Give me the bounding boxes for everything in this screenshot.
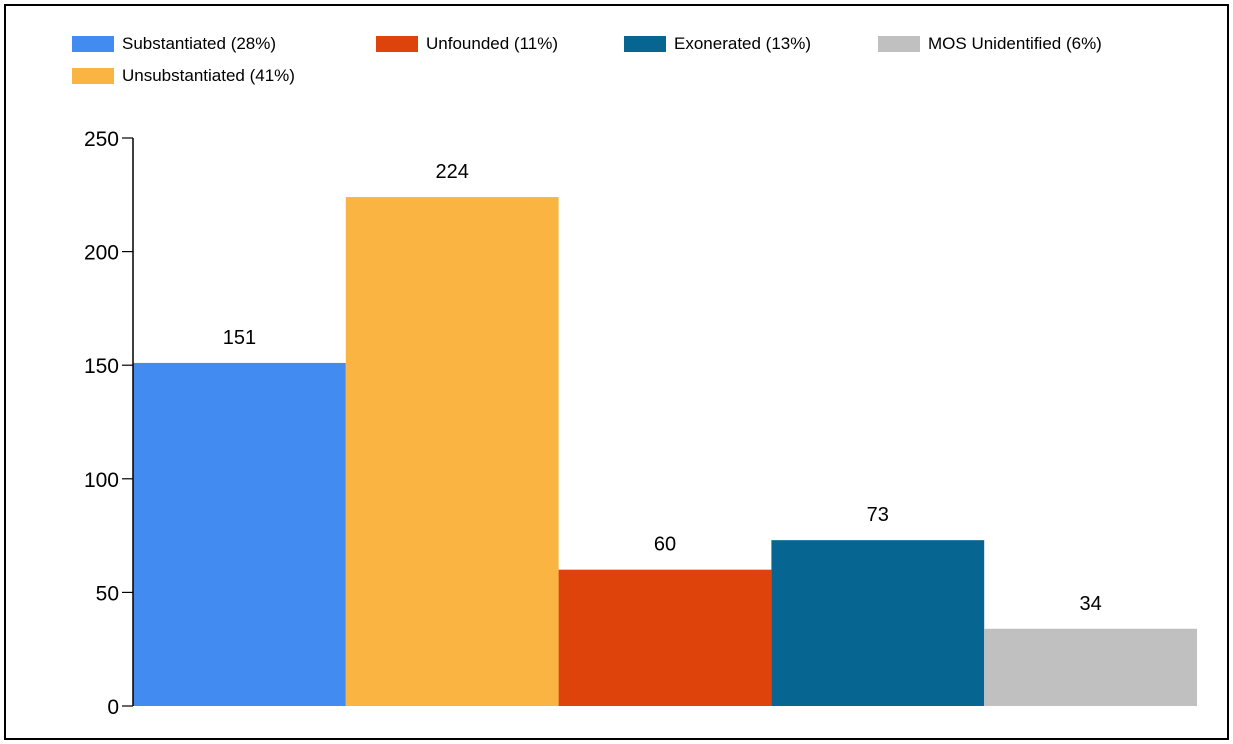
legend-label-mos-unidentified: MOS Unidentified (6%)	[928, 34, 1102, 53]
y-tick-label-100: 100	[84, 469, 119, 492]
y-tick-label-50: 50	[96, 582, 119, 605]
legend-swatch-substantiated	[72, 36, 114, 52]
legend-swatch-exonerated	[624, 36, 666, 52]
bar-exonerated	[771, 540, 985, 706]
value-label-substantiated: 151	[223, 327, 256, 349]
legend-swatch-mos-unidentified	[878, 36, 920, 52]
legend-label-unsubstantiated: Unsubstantiated (41%)	[122, 66, 295, 85]
legend-label-exonerated: Exonerated (13%)	[674, 34, 812, 53]
y-tick-label-150: 150	[84, 355, 119, 378]
y-tick-label-0: 0	[107, 696, 119, 719]
legend-swatch-unfounded	[376, 36, 418, 52]
value-label-mos-unidentified: 34	[1079, 593, 1101, 615]
y-tick-label-200: 200	[84, 242, 119, 265]
legend-swatch-unsubstantiated	[72, 68, 114, 84]
bar-unsubstantiated	[345, 197, 559, 706]
bar-mos-unidentified	[984, 628, 1197, 706]
y-tick-label-250: 250	[84, 128, 119, 151]
legend-item-substantiated: Substantiated (28%)	[72, 34, 276, 54]
legend-item-unsubstantiated: Unsubstantiated (41%)	[72, 66, 295, 86]
legend-label-substantiated: Substantiated (28%)	[122, 34, 277, 53]
value-label-unfounded: 60	[654, 534, 676, 556]
legend-item-unfounded: Unfounded (11%)	[376, 34, 558, 54]
legend-label-unfounded: Unfounded (11%)	[426, 34, 558, 53]
value-label-unsubstantiated: 224	[436, 161, 469, 183]
legend-item-mos-unidentified: MOS Unidentified (6%)	[878, 34, 1102, 54]
legend-item-exonerated: Exonerated (13%)	[624, 34, 811, 54]
bar-unfounded	[558, 569, 772, 706]
value-label-exonerated: 73	[867, 504, 889, 526]
bar-substantiated	[133, 362, 346, 706]
